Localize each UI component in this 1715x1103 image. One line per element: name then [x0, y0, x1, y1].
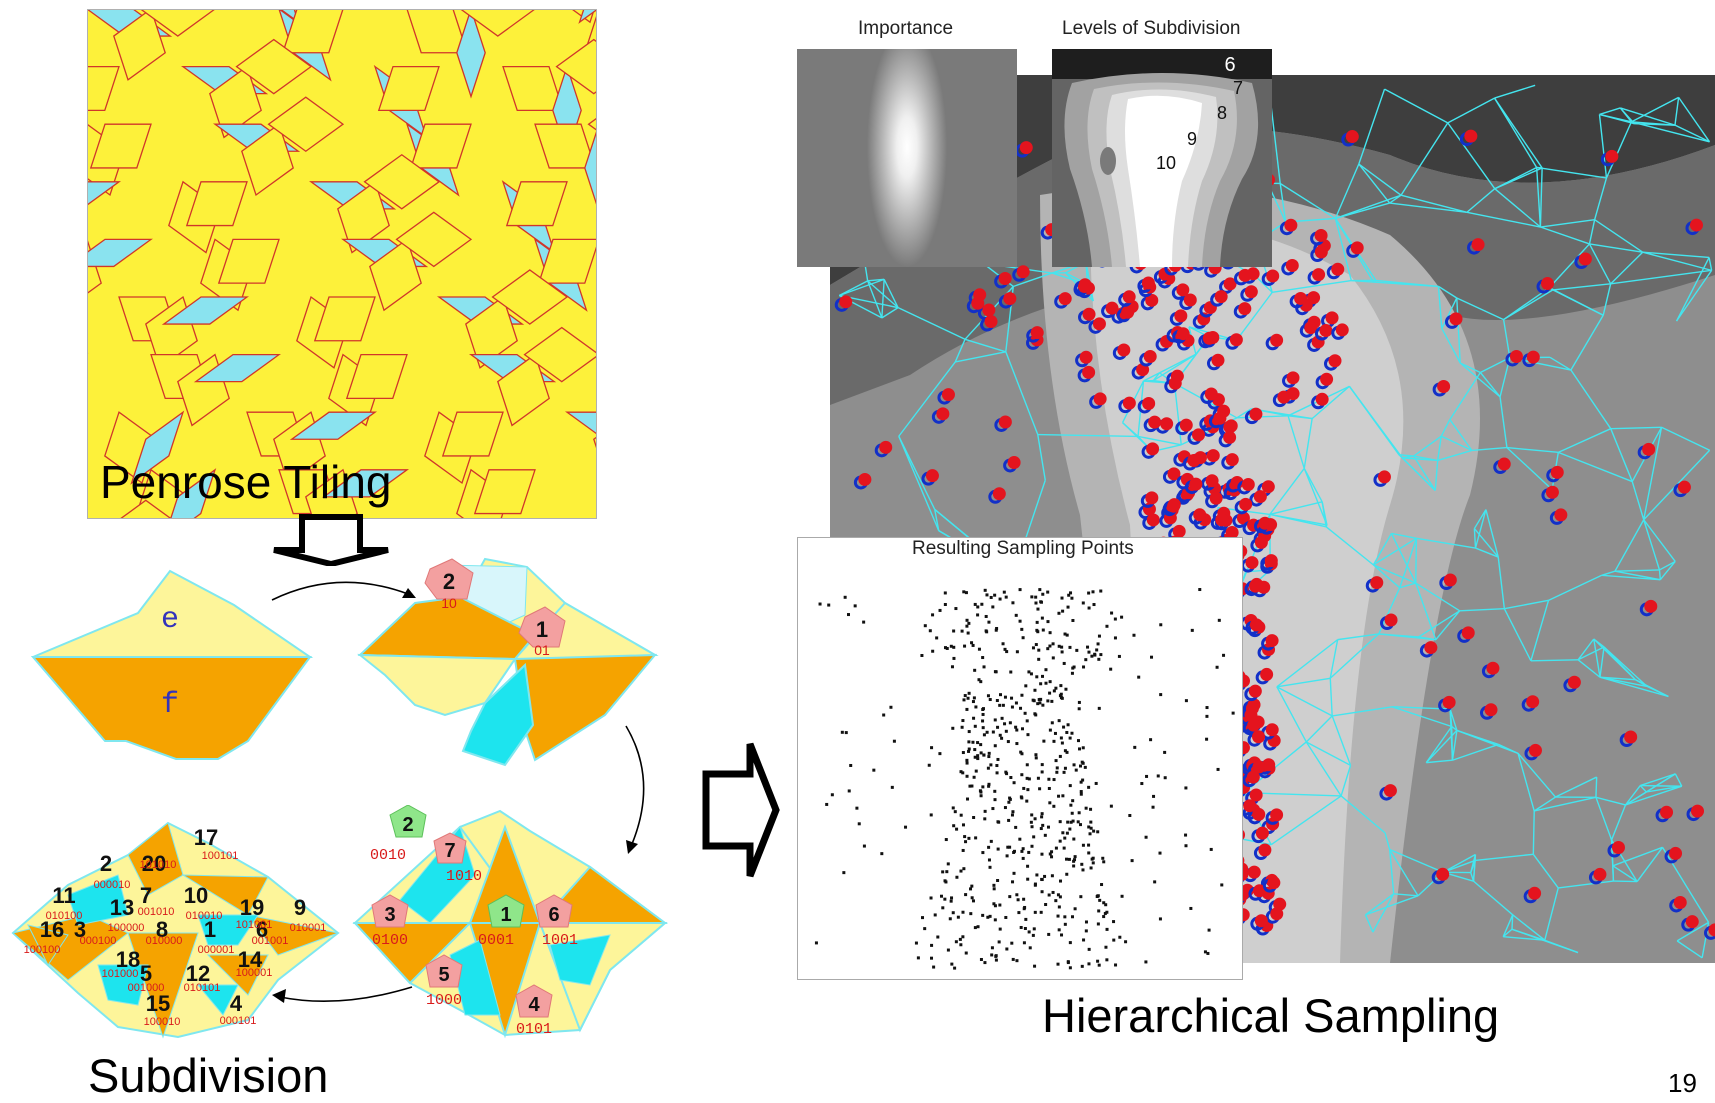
level-label: 8: [1217, 103, 1227, 123]
stage4-code: 000100: [80, 935, 117, 947]
stage3-code: 0101: [516, 1021, 552, 1038]
stage3-code: 0001: [478, 932, 514, 949]
stage4-code: 000001: [198, 944, 235, 956]
stage4-number: 11: [52, 883, 75, 908]
stage3-number: 2: [402, 814, 413, 836]
stage3-number: 1: [500, 904, 511, 926]
stage4-code: 010010: [186, 910, 223, 922]
levels-svg: 6 7 8 9 10: [1052, 49, 1272, 267]
stage4-code: 100100: [24, 944, 61, 956]
stage4-number: 17: [194, 825, 218, 850]
stage3-code: 0100: [372, 932, 408, 949]
stage4-code: 010101: [184, 982, 221, 994]
stage4-code: 100001: [236, 967, 273, 979]
stage4-code: 000010: [94, 879, 131, 891]
stage2-number: 1: [536, 617, 548, 642]
stage3-number: 5: [438, 964, 449, 986]
stage2-code: 01: [534, 642, 550, 658]
resulting-points-panel: [797, 537, 1243, 980]
level-label: 10: [1156, 153, 1176, 173]
stage4-code: 001010: [138, 906, 175, 918]
stage4-code: 010001: [290, 922, 327, 934]
stage4-code: 000101: [220, 1015, 257, 1027]
importance-image: [797, 49, 1017, 267]
stage4-code: 010100: [46, 910, 83, 922]
level-label: 9: [1187, 129, 1197, 149]
penrose-tiling-image: [87, 9, 597, 519]
penrose-caption: Penrose Tiling: [100, 455, 392, 509]
stage4-number: 9: [294, 895, 306, 920]
stage4-number: 4: [230, 991, 243, 1016]
stage4-code: 100000: [108, 922, 145, 934]
levels-image: 6 7 8 9 10: [1052, 49, 1272, 267]
stage3-code: 1000: [426, 992, 462, 1009]
stage4-code: 010000: [146, 935, 183, 947]
stage3-number: 3: [384, 904, 395, 926]
stage4-number: 7: [140, 883, 152, 908]
stage4-code: 101010: [140, 859, 177, 871]
stage4-code: 100101: [202, 850, 239, 862]
subdivision-stage-4: 17 2 20 11 7 10 19 9 13 16 3 8 1 6 14 18…: [8, 815, 343, 1040]
stage4-code: 100010: [144, 1016, 181, 1028]
stage4-number: 10: [184, 883, 208, 908]
tile-e-label: e: [161, 603, 179, 637]
resulting-title: Resulting Sampling Points: [910, 538, 1136, 560]
stage3-number: 4: [528, 994, 540, 1016]
page-number: 19: [1668, 1068, 1697, 1099]
stage2-code: 10: [441, 595, 457, 611]
stage4-code: 101000: [102, 968, 139, 980]
stage4-number: 2: [100, 851, 112, 876]
stage3-code: 1010: [446, 868, 482, 885]
right-arrow-icon: [700, 740, 782, 880]
importance-title: Importance: [858, 18, 953, 40]
resulting-points-svg: [798, 538, 1242, 979]
stage4-code: 101001: [236, 919, 273, 931]
level-label: 7: [1233, 78, 1243, 98]
stage3-number: 7: [444, 840, 455, 862]
level-label: 6: [1224, 54, 1235, 76]
penrose-tiling-svg: [87, 9, 597, 519]
levels-title: Levels of Subdivision: [1062, 18, 1241, 40]
stage2-number: 2: [443, 569, 455, 594]
hierarchical-caption: Hierarchical Sampling: [1042, 988, 1499, 1043]
stage3-code: 1001: [542, 932, 578, 949]
tile-f-label: f: [161, 688, 179, 722]
stage4-code: 001000: [128, 982, 165, 994]
stage3-code: 0010: [370, 847, 406, 864]
subdivision-caption: Subdivision: [88, 1048, 328, 1103]
stage3-number: 6: [548, 904, 559, 926]
stage4-number: 15: [146, 991, 170, 1016]
stage4-code: 001001: [252, 935, 289, 947]
stage4-number: 13: [110, 895, 134, 920]
